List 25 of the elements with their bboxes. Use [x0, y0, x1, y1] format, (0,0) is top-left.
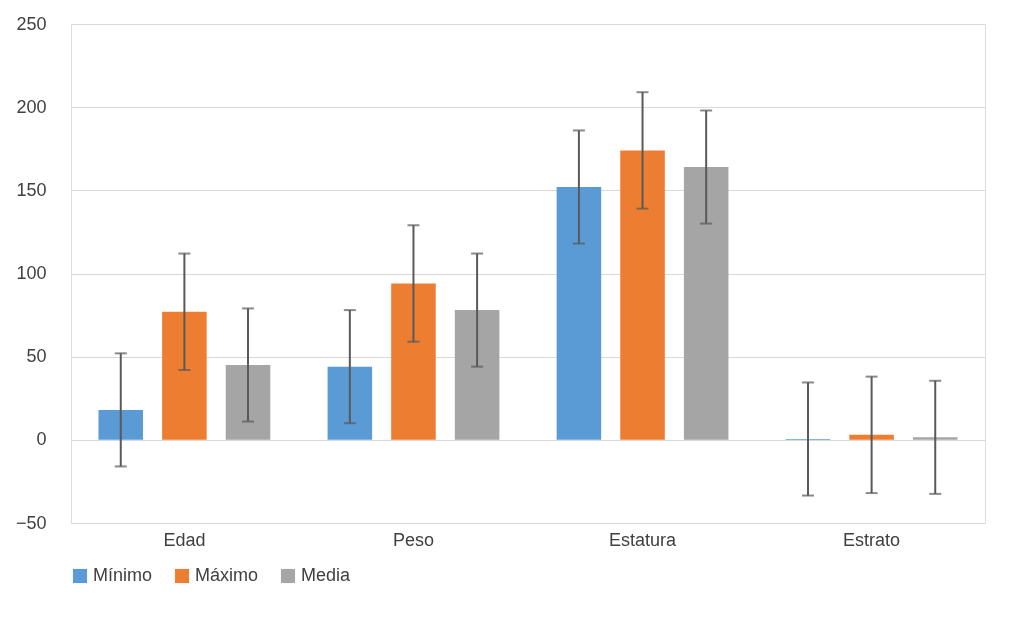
legend-label: Media [301, 565, 352, 585]
y-tick-label: 150 [16, 179, 47, 200]
bar [556, 187, 602, 440]
bar [683, 167, 729, 440]
x-tick-label: Peso [392, 529, 434, 550]
y-tick-label: −50 [15, 512, 47, 533]
y-tick-label: 0 [36, 429, 47, 450]
bar [391, 283, 436, 440]
bar [849, 434, 894, 440]
bar [912, 437, 958, 440]
x-tick-label: Estrato [843, 529, 901, 550]
legend-label: Mínimo [93, 565, 153, 585]
bar [162, 311, 207, 440]
bar [225, 364, 271, 440]
bar [454, 310, 500, 440]
x-tick-label: Estatura [609, 529, 678, 550]
bar [620, 150, 665, 440]
y-tick-label: 50 [26, 346, 47, 367]
y-tick-label: 250 [16, 13, 47, 34]
x-tick-label: Edad [163, 529, 206, 550]
y-tick-label: 200 [16, 96, 47, 117]
y-tick-label: 100 [16, 263, 47, 283]
bar [98, 409, 144, 440]
legend-label: Máximo [195, 565, 259, 585]
bar [327, 366, 373, 440]
